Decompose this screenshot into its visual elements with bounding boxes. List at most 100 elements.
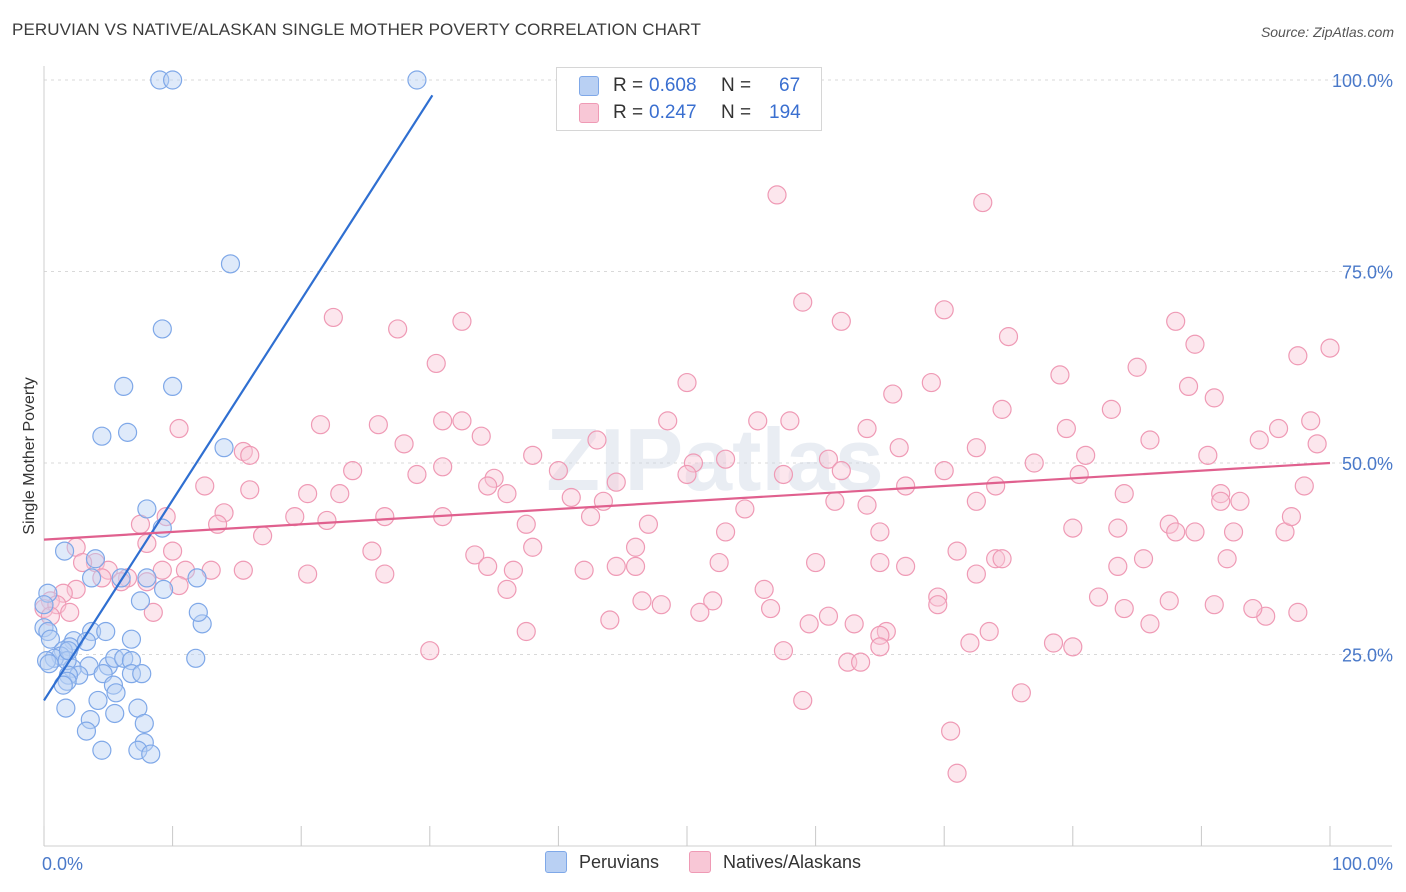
- natives-point: [1114, 598, 1134, 619]
- y-tick-label: 50.0%: [1342, 454, 1393, 474]
- natives-point: [368, 415, 388, 435]
- peruvians-point: [36, 651, 57, 671]
- natives-point: [1185, 522, 1205, 542]
- axis-labels: 25.0% 50.0% 75.0% 100.0% 0.0% 100.0%: [42, 71, 1393, 874]
- natives-point: [715, 449, 736, 469]
- legend-item-natives[interactable]: Natives/Alaskans: [688, 851, 861, 873]
- natives-point: [1217, 549, 1237, 569]
- natives-point: [979, 621, 999, 642]
- legend-row-natives: R = 0.247 N = 194: [579, 101, 801, 125]
- natives-point: [580, 507, 601, 527]
- natives-point: [1249, 430, 1269, 450]
- peruvians-point: [214, 438, 234, 458]
- peruvians-point: [121, 629, 142, 649]
- natives-point: [1268, 418, 1289, 439]
- natives-point: [143, 602, 163, 622]
- natives-point: [831, 311, 851, 331]
- natives-point: [1211, 484, 1231, 504]
- natives-point: [1301, 411, 1321, 431]
- natives-point: [152, 560, 172, 580]
- natives-point: [992, 549, 1012, 569]
- natives-point: [375, 564, 395, 584]
- peruvians-point: [69, 665, 89, 685]
- natives-point: [574, 560, 594, 580]
- y-tick-label: 25.0%: [1342, 646, 1393, 666]
- natives-point: [407, 464, 427, 485]
- natives-point: [889, 438, 909, 458]
- natives-point: [452, 411, 472, 431]
- natives-point: [1063, 518, 1083, 538]
- peruvians-point: [186, 648, 206, 668]
- n-value: 194: [769, 102, 801, 123]
- natives-point: [169, 575, 189, 596]
- natives-point: [195, 476, 215, 496]
- natives-point: [857, 418, 877, 439]
- peruvians-point: [114, 376, 134, 396]
- n-label: N =: [721, 75, 752, 96]
- peruvians-point: [114, 648, 134, 668]
- natives-point: [285, 507, 305, 527]
- peruvians-point: [81, 621, 102, 642]
- natives-point: [703, 591, 723, 611]
- y-tick-label: 75.0%: [1342, 263, 1393, 283]
- natives-point: [40, 606, 61, 626]
- natives-point: [516, 514, 536, 534]
- natives-point: [1178, 376, 1199, 396]
- natives-point: [709, 552, 729, 573]
- peruvians-point: [80, 710, 100, 730]
- y-tick-label: 100.0%: [1332, 71, 1393, 91]
- peruvians-point: [152, 518, 172, 538]
- legend-item-peruvians[interactable]: Peruvians: [544, 851, 659, 873]
- natives-point: [760, 598, 781, 619]
- natives-point: [1159, 591, 1179, 611]
- natives-point: [1166, 311, 1186, 331]
- peruvians-point: [34, 595, 54, 615]
- series-legend: Peruvians Natives/Alaskans: [0, 851, 1406, 873]
- natives-point: [870, 637, 890, 657]
- natives-point: [883, 384, 903, 404]
- n-label: N =: [721, 102, 752, 123]
- natives-point: [941, 721, 961, 741]
- natives-point: [298, 564, 318, 584]
- peruvians-point: [85, 549, 106, 569]
- natives-point: [992, 399, 1012, 419]
- peruvians-point: [153, 579, 174, 599]
- natives-point: [793, 292, 813, 312]
- natives-point: [523, 537, 543, 557]
- natives-point: [1288, 602, 1308, 622]
- y-axis-title: Single Mother Poverty: [21, 377, 38, 534]
- natives-point: [1281, 507, 1302, 527]
- natives-point: [394, 434, 414, 454]
- natives-point: [1166, 522, 1186, 542]
- natives-point: [72, 552, 93, 573]
- natives-point: [323, 307, 343, 328]
- source-label: Source: ZipAtlas.com: [1260, 24, 1394, 40]
- r-value: 0.247: [649, 102, 697, 123]
- natives-point: [465, 545, 485, 565]
- natives-point: [1011, 683, 1031, 703]
- natives-point: [330, 484, 350, 504]
- natives-point: [1294, 476, 1314, 496]
- peruvians-point: [128, 740, 148, 760]
- axes: [43, 66, 1392, 847]
- natives-point: [561, 487, 581, 508]
- natives-point: [548, 461, 569, 481]
- natives-point: [1108, 556, 1128, 577]
- peruvians-point: [40, 629, 61, 649]
- natives-point: [1050, 365, 1070, 385]
- natives-point: [1198, 445, 1218, 465]
- natives-point: [625, 537, 646, 557]
- natives-point: [343, 461, 363, 481]
- natives-point: [966, 564, 986, 584]
- peruvians-point: [38, 621, 58, 642]
- natives-point: [690, 602, 710, 622]
- natives-point: [677, 464, 697, 485]
- natives-point: [1056, 418, 1076, 439]
- x-tick-label: 100.0%: [1332, 854, 1393, 874]
- natives-point: [156, 507, 176, 527]
- peruvians-legend-label: Peruvians: [578, 851, 659, 872]
- natives-point: [651, 595, 671, 615]
- natives-point: [715, 522, 736, 542]
- peruvians-point: [132, 664, 152, 684]
